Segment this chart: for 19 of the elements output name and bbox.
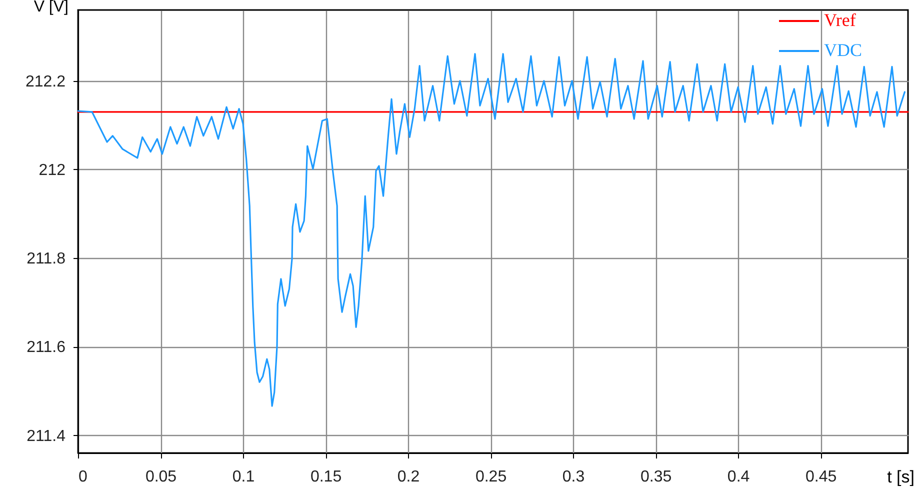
x-tick-label: 0.15 bbox=[310, 468, 342, 486]
x-tick-label: 0 bbox=[78, 468, 88, 486]
x-tick-label: 0.4 bbox=[727, 468, 750, 486]
legend-label: VDC bbox=[824, 40, 862, 60]
y-tick-label: 211.6 bbox=[26, 339, 66, 356]
y-tick-label: 212.2 bbox=[25, 73, 66, 90]
x-tick-label: 0.2 bbox=[397, 468, 420, 486]
x-tick-label: 0.1 bbox=[232, 468, 255, 486]
y-tick-label: 211.8 bbox=[26, 250, 66, 268]
legend-label: Vref bbox=[824, 10, 856, 30]
x-tick-label: 0.35 bbox=[640, 468, 672, 486]
y-tick-label: 212 bbox=[38, 162, 66, 179]
x-tick-label: 0.25 bbox=[475, 468, 507, 486]
y-axis-title: V [V] bbox=[34, 0, 68, 16]
x-tick-label: 0.45 bbox=[805, 468, 837, 486]
x-tick-label: 0.05 bbox=[145, 468, 177, 486]
x-axis-title: t [s] bbox=[887, 468, 914, 486]
x-tick-label: 0.3 bbox=[562, 468, 585, 486]
y-tick-label: 211.4 bbox=[26, 428, 66, 445]
